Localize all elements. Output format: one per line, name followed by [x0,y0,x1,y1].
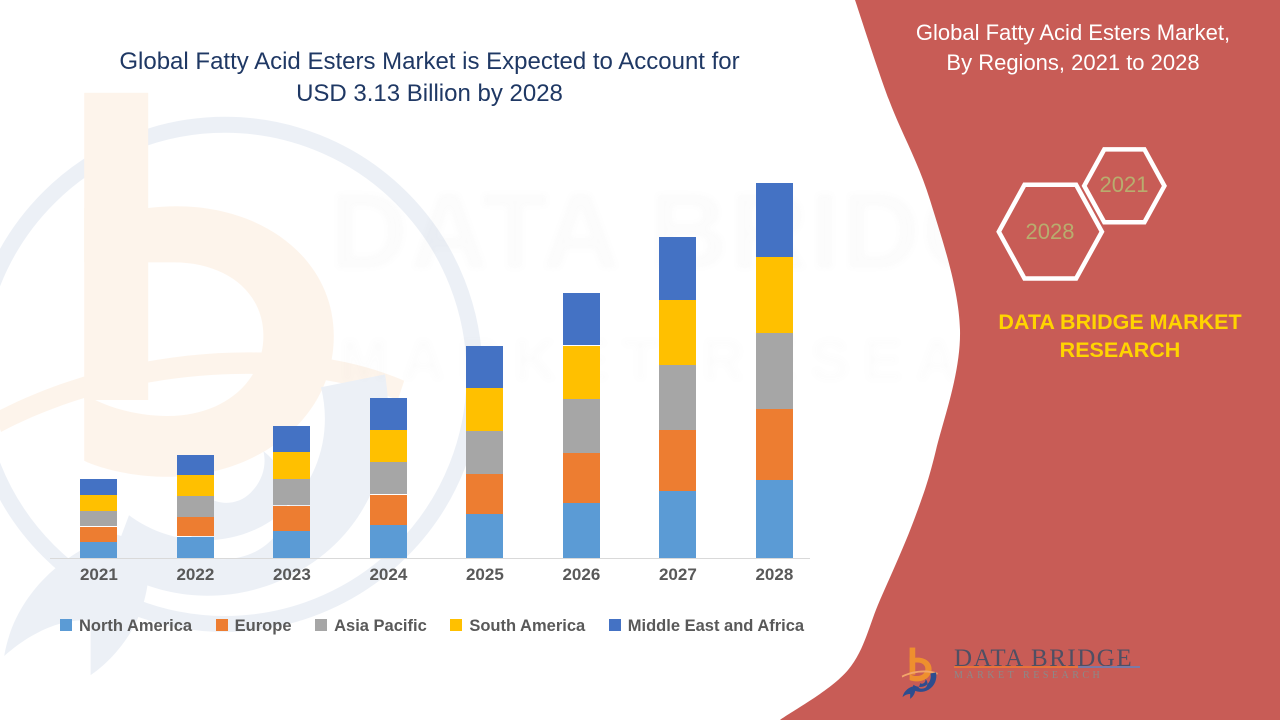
svg-text:2028: 2028 [1026,219,1075,244]
svg-text:2021: 2021 [1100,172,1149,197]
